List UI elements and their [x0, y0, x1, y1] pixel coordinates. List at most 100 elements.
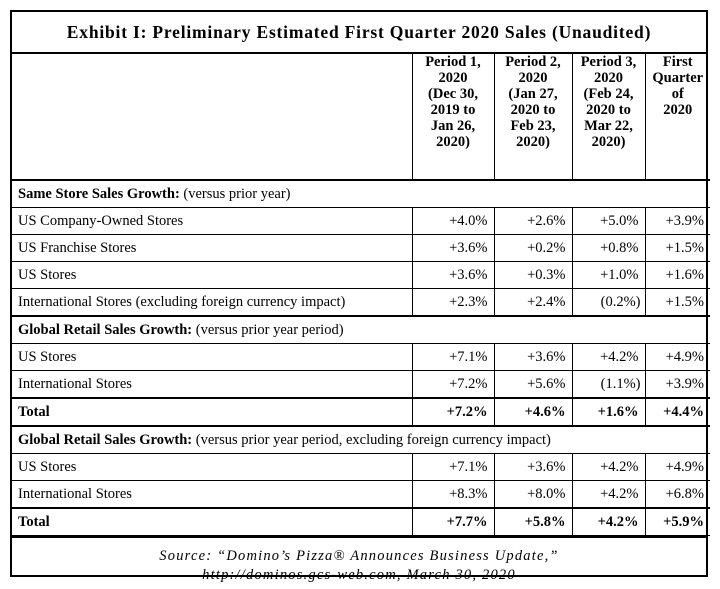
section-heading: Global Retail Sales Growth: (versus prio… — [12, 425, 710, 454]
column-header-line: 2020) — [591, 134, 626, 150]
value-cell: +6.8% — [644, 480, 710, 509]
column-header-line: Period 1, — [425, 54, 481, 70]
table-row: International Stores +8.3% +8.0% +4.2% +6.8% — [12, 480, 710, 509]
value-cell: +0.3% — [493, 261, 573, 289]
value-cell: +1.5% — [644, 288, 710, 317]
sales-table: Period 1, 2020 (Dec 30, 2019 to Jan 26, 2020)… — [12, 54, 710, 536]
source-line: http://dominos.gcs-web.com, March 30, 20… — [202, 567, 516, 583]
value-cell: +1.6% — [644, 261, 710, 289]
table-row: US Franchise Stores +3.6% +0.2% +0.8% +1.5% — [12, 234, 710, 262]
section-heading-row: Same Store Sales Growth: (versus prior y… — [12, 179, 710, 208]
row-label: US Stores — [12, 343, 413, 371]
row-label: US Stores — [12, 261, 413, 289]
row-label: US Stores — [12, 453, 413, 481]
column-header-line: Period 2, — [505, 54, 561, 70]
row-label: International Stores (excluding foreign … — [12, 288, 413, 317]
section-heading-bold: Same Store Sales Growth: — [18, 185, 180, 202]
value-cell: +5.6% — [493, 370, 573, 399]
row-label: Total — [12, 507, 413, 536]
column-header: Period 1, 2020 (Dec 30, 2019 to Jan 26, 2020) — [411, 54, 495, 181]
value-cell: +2.6% — [493, 207, 573, 235]
column-header-line: Jan 26, — [430, 118, 476, 134]
section-heading: Same Store Sales Growth: (versus prior y… — [12, 179, 710, 208]
value-cell: +8.0% — [493, 480, 573, 509]
column-header-line: First — [662, 54, 693, 70]
row-label: International Stores — [12, 480, 413, 509]
value-cell: +1.6% — [571, 397, 646, 427]
section-heading-note: (versus prior year period) — [192, 321, 344, 338]
total-row: Total +7.7% +5.8% +4.2% +5.9% — [12, 507, 710, 536]
column-header: Period 3, 2020 (Feb 24, 2020 to Mar 22, 2020) — [571, 54, 646, 181]
table-row: US Stores +7.1% +3.6% +4.2% +4.9% — [12, 343, 710, 371]
row-label-header — [12, 54, 413, 181]
section-heading-row: Global Retail Sales Growth: (versus prio… — [12, 425, 710, 454]
table-row: US Stores +7.1% +3.6% +4.2% +4.9% — [12, 453, 710, 481]
value-cell: +7.7% — [411, 507, 495, 536]
value-cell: +3.6% — [411, 261, 495, 289]
value-cell: +4.4% — [644, 397, 710, 427]
column-header-line: 2020 — [518, 70, 548, 86]
row-label: Total — [12, 397, 413, 427]
value-cell: +3.6% — [493, 453, 573, 481]
table-body: Same Store Sales Growth: (versus prior y… — [12, 179, 710, 536]
column-header-line: 2020 — [438, 70, 468, 86]
column-header-line: 2020) — [516, 134, 550, 150]
section-heading-bold: Global Retail Sales Growth: — [18, 431, 193, 448]
value-cell: (1.1%) — [571, 370, 646, 399]
column-header: First Quarter of 2020 — [644, 54, 710, 181]
column-header: Period 2, 2020 (Jan 27, 2020 to Feb 23, 2020) — [493, 54, 573, 181]
source-line: Source: “Domino’s Pizza® Announces Busin… — [159, 548, 559, 564]
value-cell: +5.8% — [493, 507, 573, 536]
value-cell: +8.3% — [411, 480, 495, 509]
column-header-line: Quarter — [652, 70, 704, 86]
section-heading-note: (versus prior year) — [179, 185, 291, 202]
column-header-line: 2020) — [436, 134, 470, 150]
total-row: Total +7.2% +4.6% +1.6% +4.4% — [12, 397, 710, 427]
table-row: International Stores (excluding foreign … — [12, 288, 710, 317]
column-header-line: Mar 22, — [584, 118, 633, 134]
value-cell: +7.1% — [411, 343, 495, 371]
column-header-line: (Dec 30, — [428, 86, 478, 102]
value-cell: +3.6% — [411, 234, 495, 262]
value-cell: +4.9% — [644, 343, 710, 371]
row-label: US Franchise Stores — [12, 234, 413, 262]
section-heading-note: (versus prior year period, excluding for… — [192, 431, 551, 448]
value-cell: +4.9% — [644, 453, 710, 481]
value-cell: +4.0% — [411, 207, 495, 235]
value-cell: +0.8% — [571, 234, 646, 262]
column-header-line: 2019 to — [430, 102, 476, 118]
value-cell: +1.5% — [644, 234, 710, 262]
value-cell: +4.2% — [571, 343, 646, 371]
value-cell: +4.6% — [493, 397, 573, 427]
value-cell: +7.1% — [411, 453, 495, 481]
section-heading-bold: Global Retail Sales Growth: — [18, 321, 193, 338]
value-cell: +4.2% — [571, 480, 646, 509]
column-header-line: of — [671, 86, 684, 102]
value-cell: +7.2% — [411, 397, 495, 427]
column-header-line: (Jan 27, — [508, 86, 558, 102]
value-cell: +4.2% — [571, 453, 646, 481]
table-row: US Stores +3.6% +0.3% +1.0% +1.6% — [12, 261, 710, 289]
column-header-line: (Feb 24, — [583, 86, 634, 102]
column-header-line: 2020 — [663, 102, 693, 118]
column-header-line: Period 3, — [580, 54, 637, 70]
exhibit-title: Exhibit I: Preliminary Estimated First Q… — [12, 12, 706, 54]
exhibit-frame: Exhibit I: Preliminary Estimated First Q… — [10, 10, 710, 583]
column-header-line: 2020 to — [586, 102, 631, 118]
source-note: Source: “Domino’s Pizza® Announces Busin… — [12, 536, 706, 585]
value-cell: +3.9% — [644, 370, 710, 399]
column-header-row: Period 1, 2020 (Dec 30, 2019 to Jan 26, 2020)… — [12, 54, 710, 181]
value-cell: +5.0% — [571, 207, 646, 235]
row-label: International Stores — [12, 370, 413, 399]
section-heading-row: Global Retail Sales Growth: (versus prio… — [12, 315, 710, 344]
table-row: US Company-Owned Stores +4.0% +2.6% +5.0% +3… — [12, 207, 710, 235]
value-cell: +0.2% — [493, 234, 573, 262]
value-cell: +2.3% — [411, 288, 495, 317]
column-header-line: Feb 23, — [510, 118, 556, 134]
value-cell: +3.9% — [644, 207, 710, 235]
value-cell: +5.9% — [644, 507, 710, 536]
value-cell: +1.0% — [571, 261, 646, 289]
section-heading: Global Retail Sales Growth: (versus prio… — [12, 315, 710, 344]
value-cell: +7.2% — [411, 370, 495, 399]
value-cell: +3.6% — [493, 343, 573, 371]
